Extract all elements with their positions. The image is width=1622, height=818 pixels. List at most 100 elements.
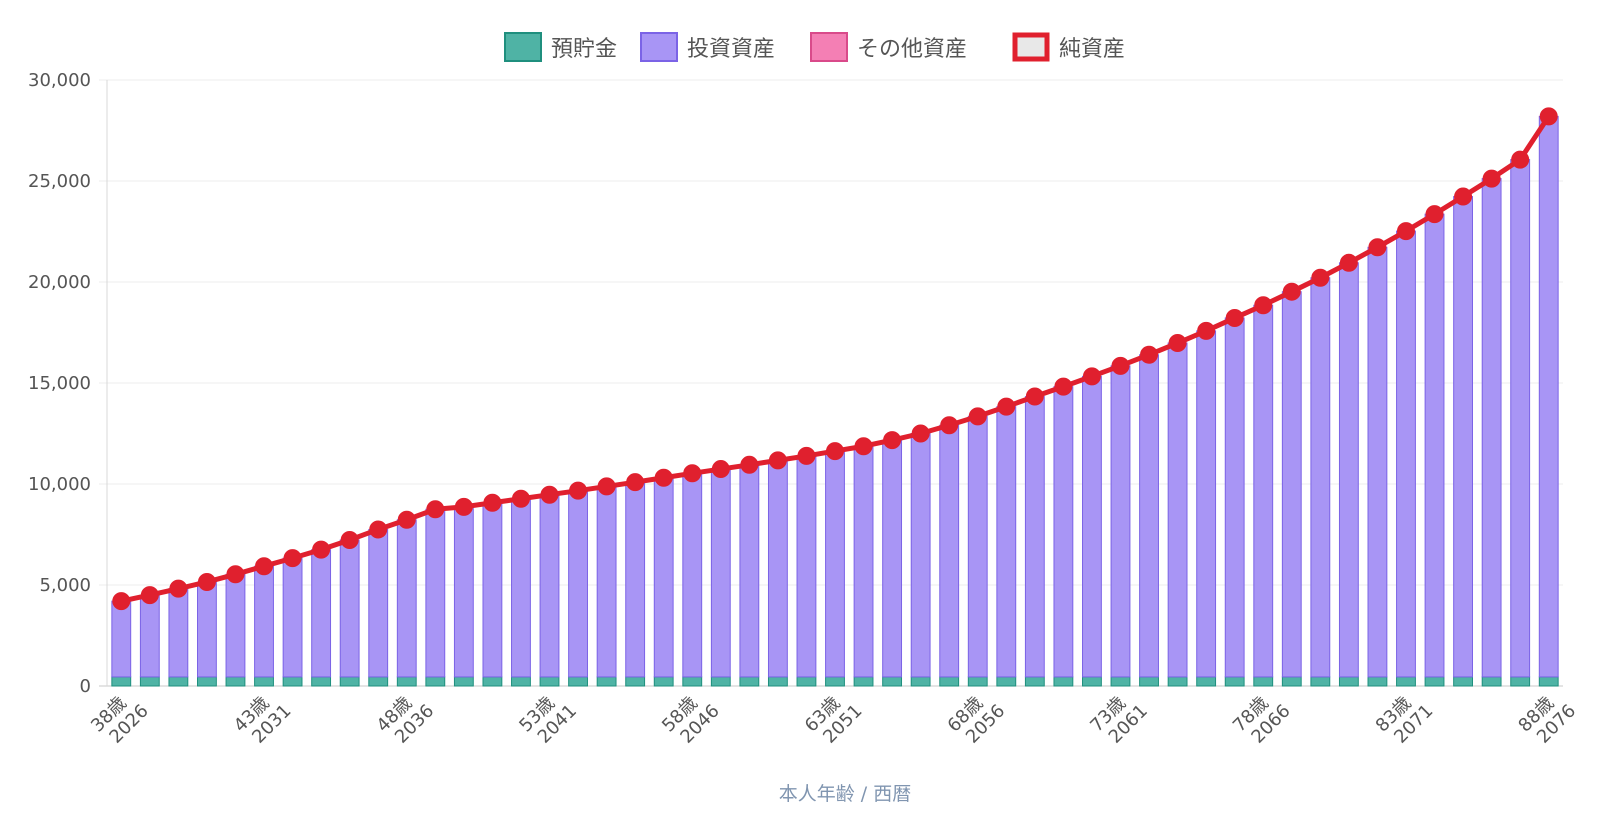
legend-item[interactable]: 投資資産: [640, 32, 775, 62]
net-assets-point: [112, 592, 131, 611]
bar-segment: [710, 468, 731, 678]
bar-segment: [1338, 262, 1359, 678]
bar-segment: [1139, 354, 1159, 678]
bar-segment: [910, 433, 931, 678]
bar-segment: [339, 676, 360, 687]
net-assets-point: [654, 468, 673, 487]
net-assets-point: [597, 477, 616, 496]
y-tick-label: 25,000: [28, 171, 91, 192]
bar-segment: [168, 676, 189, 687]
bar-segment: [1453, 676, 1473, 687]
bar-segment: [682, 472, 703, 678]
net-assets-point: [1311, 268, 1330, 287]
net-assets-point: [968, 407, 987, 426]
bar-segment: [1253, 676, 1274, 687]
bar-segment: [1396, 676, 1416, 687]
bar-segment: [1310, 277, 1331, 678]
bar-segment: [1367, 246, 1388, 678]
bar-segment: [882, 676, 903, 687]
bar-segment: [1310, 676, 1331, 687]
bar-segment: [825, 676, 845, 687]
legend-label: 投資資産: [687, 37, 775, 62]
bar-segment: [1481, 178, 1502, 678]
bar-segment: [539, 494, 560, 678]
net-assets-point: [340, 530, 359, 549]
legend-item[interactable]: その他資産: [810, 32, 967, 62]
y-tick-label: 15,000: [28, 373, 91, 394]
bar-segment: [596, 676, 617, 687]
net-assets-point: [255, 557, 274, 576]
net-assets-point: [997, 397, 1016, 416]
net-assets-point: [740, 455, 759, 474]
bar-segment: [1538, 115, 1559, 678]
y-tick-label: 20,000: [28, 272, 91, 293]
bar-segment: [425, 508, 446, 678]
bar-segment: [453, 676, 474, 687]
bar-segment: [1253, 304, 1274, 678]
legend-item[interactable]: 純資産: [1012, 32, 1125, 62]
bar-segment: [111, 676, 132, 687]
net-assets-point: [797, 446, 816, 465]
bar-segment: [311, 549, 332, 678]
bar-segment: [1424, 213, 1445, 678]
bar-segment: [1281, 676, 1302, 687]
net-assets-point: [626, 473, 645, 492]
bar-segment: [1224, 317, 1245, 678]
bar-segment: [1196, 676, 1217, 687]
bar-segment: [453, 506, 474, 678]
net-assets-point: [140, 586, 159, 605]
legend[interactable]: 預貯金 投資資産 その他資産 純資産: [504, 32, 1125, 62]
bar-segment: [1196, 330, 1217, 678]
bar-segment: [1139, 676, 1159, 687]
net-assets-point: [1225, 308, 1244, 327]
legend-label: 預貯金: [551, 37, 617, 62]
bar-segment: [1082, 375, 1102, 678]
bar-segment: [967, 676, 988, 687]
net-assets-point: [711, 460, 730, 479]
net-assets-point: [1396, 222, 1415, 241]
y-tick-label: 0: [80, 676, 91, 697]
bar-segment: [396, 676, 417, 687]
bar-segment: [825, 450, 845, 678]
bar-segment: [1167, 676, 1188, 687]
net-assets-point: [1368, 238, 1387, 257]
net-assets-point: [826, 442, 844, 461]
bar-segment: [111, 600, 132, 678]
net-assets-point: [283, 549, 302, 568]
net-assets-point: [483, 493, 502, 512]
bar-segment: [139, 676, 160, 687]
bar-segment: [511, 676, 531, 687]
y-tick-label: 5,000: [39, 575, 91, 596]
bar-segment: [1224, 676, 1245, 687]
bar-segment: [197, 581, 217, 678]
bar-segment: [368, 528, 389, 678]
bar-segment: [853, 676, 874, 687]
bar-segment: [739, 464, 760, 678]
net-assets-point: [369, 520, 388, 539]
bar-segment: [682, 676, 703, 687]
bar-segment: [1082, 676, 1102, 687]
net-assets-point: [1482, 169, 1501, 188]
bar-segment: [1453, 196, 1473, 678]
bar-segment: [1053, 676, 1074, 687]
net-assets-point: [940, 416, 959, 435]
bar-segment: [511, 498, 531, 678]
bar-segment: [368, 676, 389, 687]
net-assets-point: [540, 485, 559, 504]
net-assets-point: [226, 565, 245, 584]
net-assets-point: [1539, 107, 1558, 126]
bar-segment: [653, 676, 674, 687]
legend-item[interactable]: 預貯金: [504, 32, 617, 62]
bar-segment: [254, 565, 274, 678]
bar-segment: [625, 481, 646, 678]
bar-segment: [882, 439, 903, 678]
net-assets-point: [197, 572, 216, 591]
bar-segment: [482, 676, 503, 687]
net-assets-point: [854, 437, 873, 456]
